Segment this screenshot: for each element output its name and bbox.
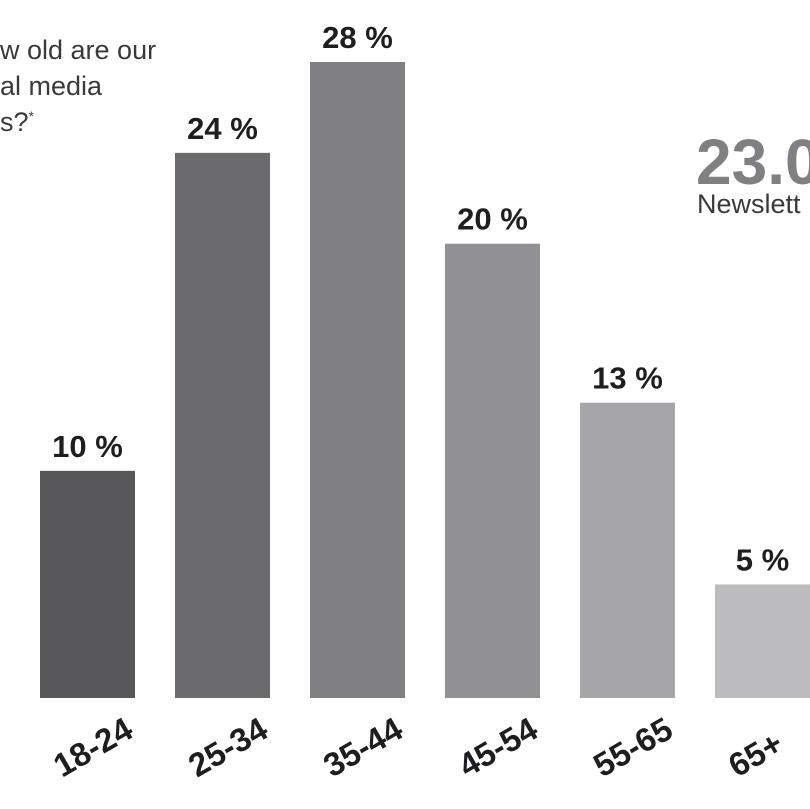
category-label-55-65: 55-65 (587, 710, 679, 784)
bar-18-24 (40, 470, 135, 698)
bar-45-54 (445, 243, 540, 698)
value-label-65+: 5 % (736, 542, 789, 577)
question-line-3: s?* (0, 106, 34, 138)
category-label-25-34: 25-34 (182, 709, 274, 784)
value-label-18-24: 10 % (52, 429, 123, 464)
question-line-2: al media (0, 71, 103, 101)
value-label-55-65: 13 % (592, 361, 663, 396)
category-label-18-24: 18-24 (47, 709, 139, 784)
question-footnote-mark: * (28, 108, 34, 124)
bar-25-34 (175, 152, 270, 698)
question-line-3-text: s? (0, 107, 29, 137)
bar-35-44 (310, 62, 405, 698)
bar-65+ (715, 584, 810, 698)
category-label-65+: 65+ (722, 724, 789, 784)
value-label-35-44: 28 % (322, 20, 393, 55)
value-label-25-34: 24 % (187, 111, 258, 146)
stat-number: 23.0 (696, 126, 810, 198)
bar-55-65 (580, 402, 675, 698)
question-line-1: w old are our (0, 35, 157, 65)
category-label-45-54: 45-54 (452, 709, 544, 784)
category-label-35-44: 35-44 (317, 709, 409, 784)
stat-label: Newslett (697, 189, 801, 219)
value-label-45-54: 20 % (457, 202, 528, 237)
